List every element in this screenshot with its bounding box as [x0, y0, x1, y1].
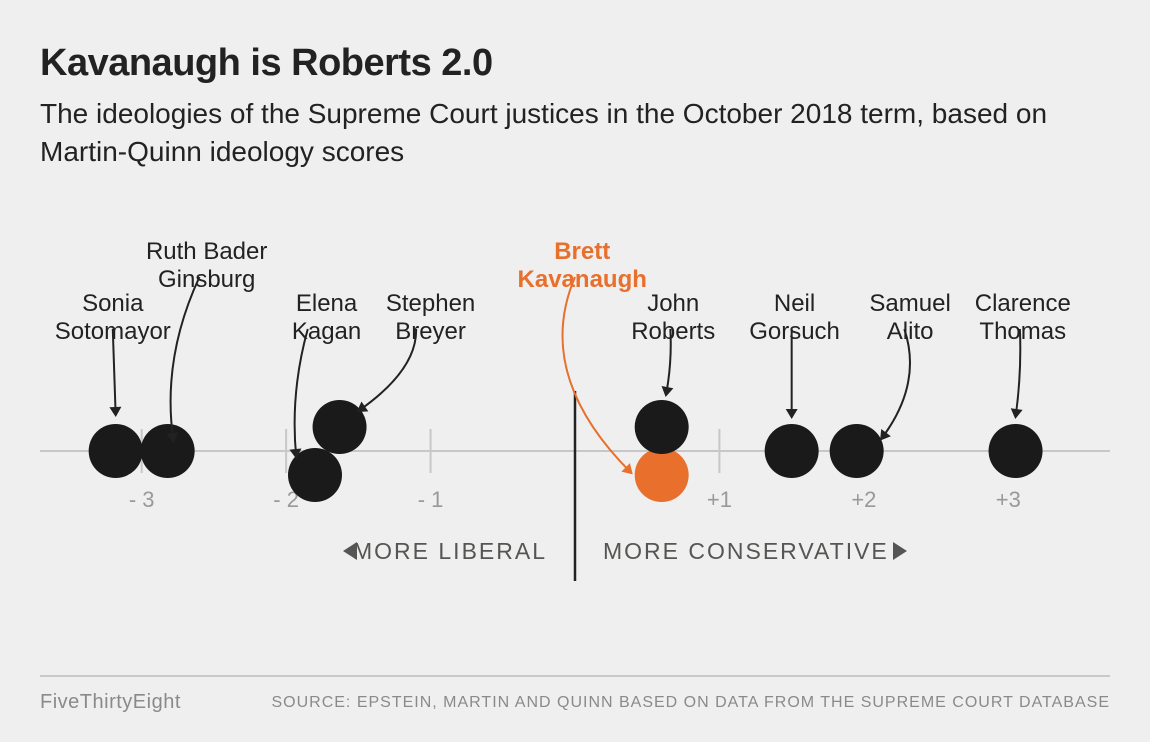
- justice-label: Alito: [887, 318, 934, 345]
- chart-subtitle: The ideologies of the Supreme Court just…: [40, 95, 1110, 171]
- justice-label: Roberts: [631, 318, 715, 345]
- justice-dot: [989, 424, 1043, 478]
- svg-text:+1: +1: [707, 487, 732, 512]
- justice-label: Kagan: [292, 318, 361, 345]
- justice-label: John: [647, 290, 699, 317]
- leader-arrow: [295, 329, 308, 457]
- leader-arrow: [881, 329, 910, 439]
- justice-label: Elena: [296, 290, 358, 317]
- justice-dot: [313, 400, 367, 454]
- justice-label: Ginsburg: [158, 266, 255, 293]
- ideology-dotplot: - 3- 2- 1+1+2+3SoniaSotomayorRuth BaderG…: [40, 241, 1110, 621]
- justice-dot: [89, 424, 143, 478]
- svg-text:+3: +3: [996, 487, 1021, 512]
- source-label: SOURCE: EPSTEIN, MARTIN AND QUINN BASED …: [271, 694, 1110, 712]
- justice-label: Stephen: [386, 290, 475, 317]
- justice-label: Ruth Bader: [146, 241, 267, 265]
- direction-right: MORE CONSERVATIVE: [603, 538, 889, 564]
- chart-title: Kavanaugh is Roberts 2.0: [40, 42, 1110, 85]
- justice-dot: [635, 400, 689, 454]
- justice-label: Gorsuch: [749, 318, 840, 345]
- justice-label: Sonia: [82, 290, 144, 317]
- brand-label: FiveThirtyEight: [40, 691, 181, 714]
- justice-dot: [765, 424, 819, 478]
- justice-label: Breyer: [395, 318, 466, 345]
- footer: FiveThirtyEight SOURCE: EPSTEIN, MARTIN …: [40, 675, 1110, 714]
- direction-left: MORE LIBERAL: [353, 538, 547, 564]
- justice-label: Samuel: [869, 290, 950, 317]
- leader-arrow: [171, 277, 200, 441]
- leader-arrow: [562, 277, 631, 473]
- svg-text:- 3: - 3: [129, 487, 155, 512]
- justice-dot: [830, 424, 884, 478]
- triangle-left-icon: [343, 542, 357, 560]
- justice-dot: [141, 424, 195, 478]
- justice-label: Clarence: [975, 290, 1071, 317]
- justice-label: Neil: [774, 290, 815, 317]
- justice-label: Brett: [554, 241, 610, 265]
- svg-text:+2: +2: [851, 487, 876, 512]
- triangle-right-icon: [893, 542, 907, 560]
- svg-text:- 1: - 1: [418, 487, 444, 512]
- justice-dot: [635, 448, 689, 502]
- justice-label: Kavanaugh: [518, 266, 647, 293]
- justice-label: Thomas: [979, 318, 1066, 345]
